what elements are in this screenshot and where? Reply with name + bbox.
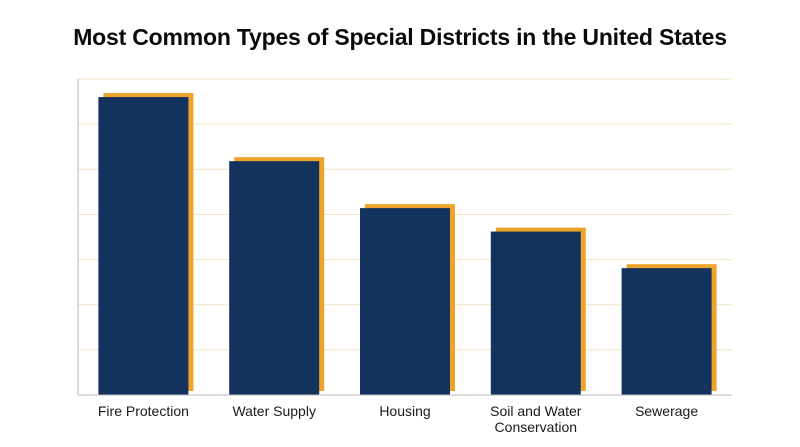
bars xyxy=(98,93,717,396)
bar xyxy=(360,208,450,395)
bar xyxy=(98,97,189,396)
x-tick-label: Sewerage xyxy=(635,403,698,419)
x-tick-label: Water Supply xyxy=(232,403,316,419)
x-tick-label: Housing xyxy=(379,403,430,419)
bar xyxy=(621,268,712,395)
x-tick-label: Soil and Water Conservation xyxy=(490,403,582,435)
x-tick-labels: Fire Protection Water Supply Housing Soil a… xyxy=(98,403,698,435)
bar xyxy=(490,231,581,395)
axes xyxy=(77,79,732,396)
chart-title: Most Common Types of Special Districts i… xyxy=(73,24,727,50)
x-tick-label: Fire Protection xyxy=(98,403,189,419)
bar xyxy=(229,161,320,395)
